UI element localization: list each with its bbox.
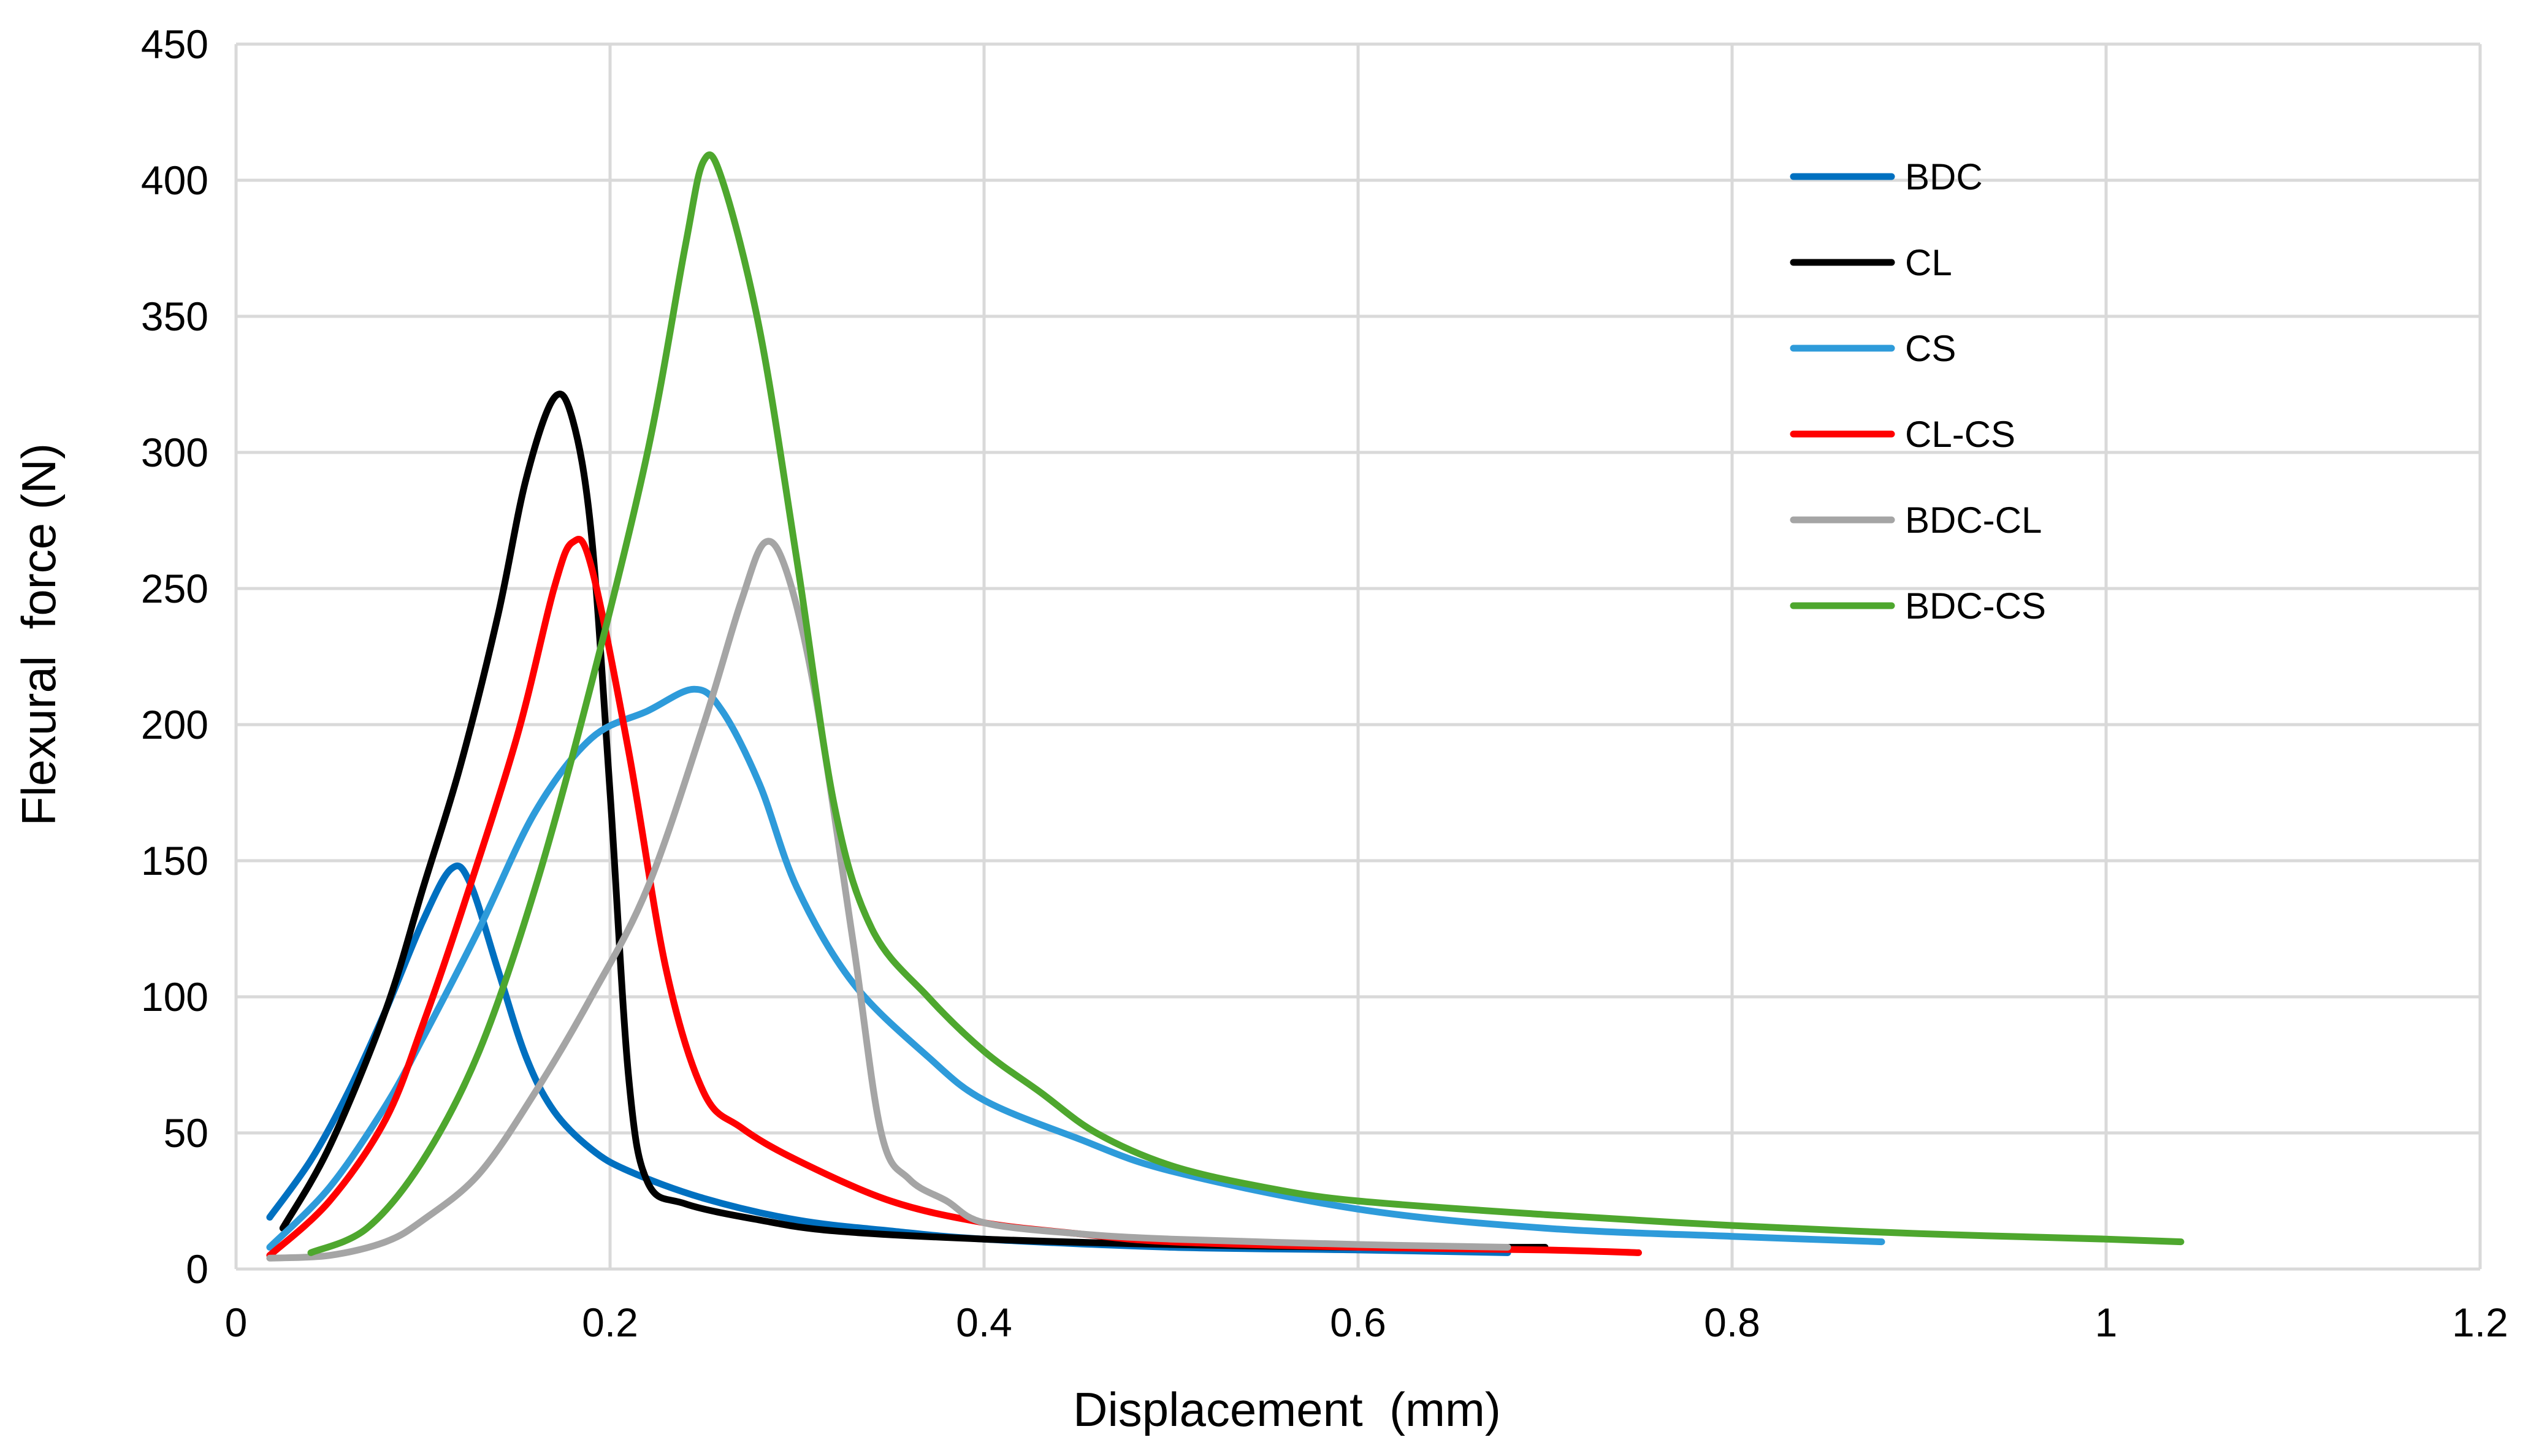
- legend-label-bdc-cs: BDC-CS: [1905, 585, 2046, 627]
- x-tick-label: 0: [225, 1300, 248, 1345]
- y-tick-label: 150: [141, 838, 208, 883]
- x-tick-label: 0.6: [1330, 1300, 1386, 1345]
- series-line-cs: [266, 685, 1885, 1251]
- x-tick-label: 1.2: [2452, 1300, 2508, 1345]
- y-axis-title: Flexural force (N): [12, 443, 66, 826]
- tick-labels: 0 50 100 150 200 250 300 350 400 450 0 0.2 0.4 0.6 0.8…: [141, 21, 2508, 1345]
- x-tick-label: 0.4: [956, 1300, 1012, 1345]
- series-line-cl: [279, 391, 1549, 1251]
- x-tick-label: 0.8: [1704, 1300, 1760, 1345]
- legend-label-cl: CL: [1905, 242, 1952, 283]
- y-tick-label: 0: [186, 1246, 208, 1292]
- y-tick-label: 250: [141, 566, 208, 611]
- series-line-bdc-cl: [266, 538, 1511, 1262]
- x-tick-label: 0.2: [582, 1300, 638, 1345]
- y-tick-label: 300: [141, 430, 208, 475]
- legend-label-cs: CS: [1905, 328, 1956, 369]
- y-tick-label: 50: [164, 1110, 208, 1156]
- y-tick-label: 400: [141, 158, 208, 203]
- series-line-bdc-cs: [307, 151, 2185, 1256]
- y-tick-label: 450: [141, 21, 208, 67]
- legend-label-bdc: BDC: [1905, 156, 1983, 197]
- legend-label-cl-cs: CL-CS: [1905, 414, 2015, 455]
- x-axis-title: Displacement (mm): [1073, 1382, 1501, 1436]
- legend-label-bdc-cl: BDC-CL: [1905, 500, 2042, 541]
- gridlines: [234, 42, 2482, 1271]
- legend: BDC CL CS CL-CS BDC-CL BDC-CS: [1790, 156, 2046, 627]
- x-tick-label: 1: [2095, 1300, 2118, 1345]
- y-tick-label: 200: [141, 702, 208, 747]
- y-tick-label: 350: [141, 294, 208, 339]
- y-tick-label: 100: [141, 974, 208, 1020]
- series-lines: [266, 151, 2185, 1262]
